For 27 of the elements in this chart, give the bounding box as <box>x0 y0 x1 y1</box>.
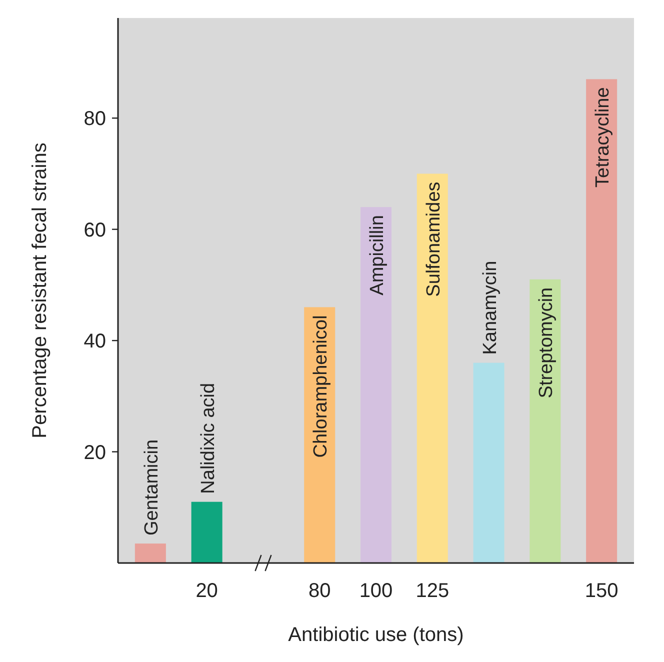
x-tick-label: Tetracycline <box>592 87 614 188</box>
y-tick-label: 80 <box>84 108 106 130</box>
bar <box>134 544 166 563</box>
text: 100 <box>359 580 393 602</box>
y-axis-title: Percentage resistant fecal strains <box>29 142 51 438</box>
y-tick-label: 60 <box>84 219 106 242</box>
bar <box>416 174 448 563</box>
x-tick-label: Sulfonamides <box>423 182 444 297</box>
bar <box>360 207 392 563</box>
x-axis-title: Antibiotic use (tons) <box>288 624 464 646</box>
bar <box>586 79 618 563</box>
x-tick-label: Ampicillin <box>367 215 388 296</box>
y-tick-label: 20 <box>84 442 106 464</box>
x-tick-label: Nalidixic acid <box>198 382 219 494</box>
text: 125 <box>416 580 450 602</box>
x-tick-label: Kanamycin <box>480 260 501 355</box>
bar <box>191 502 222 563</box>
bar <box>530 279 561 563</box>
x-tick-label: Gentamicin <box>141 439 162 536</box>
y-tick-label: 40 <box>84 330 106 353</box>
x-tick-label: Streptomycin <box>536 287 558 398</box>
text: 150 <box>584 580 618 602</box>
x-tick-label: Chloramphenicol <box>310 315 332 458</box>
text: 80 <box>308 580 331 602</box>
bar <box>304 307 336 563</box>
bar <box>473 362 504 563</box>
text: 20 <box>196 580 218 602</box>
